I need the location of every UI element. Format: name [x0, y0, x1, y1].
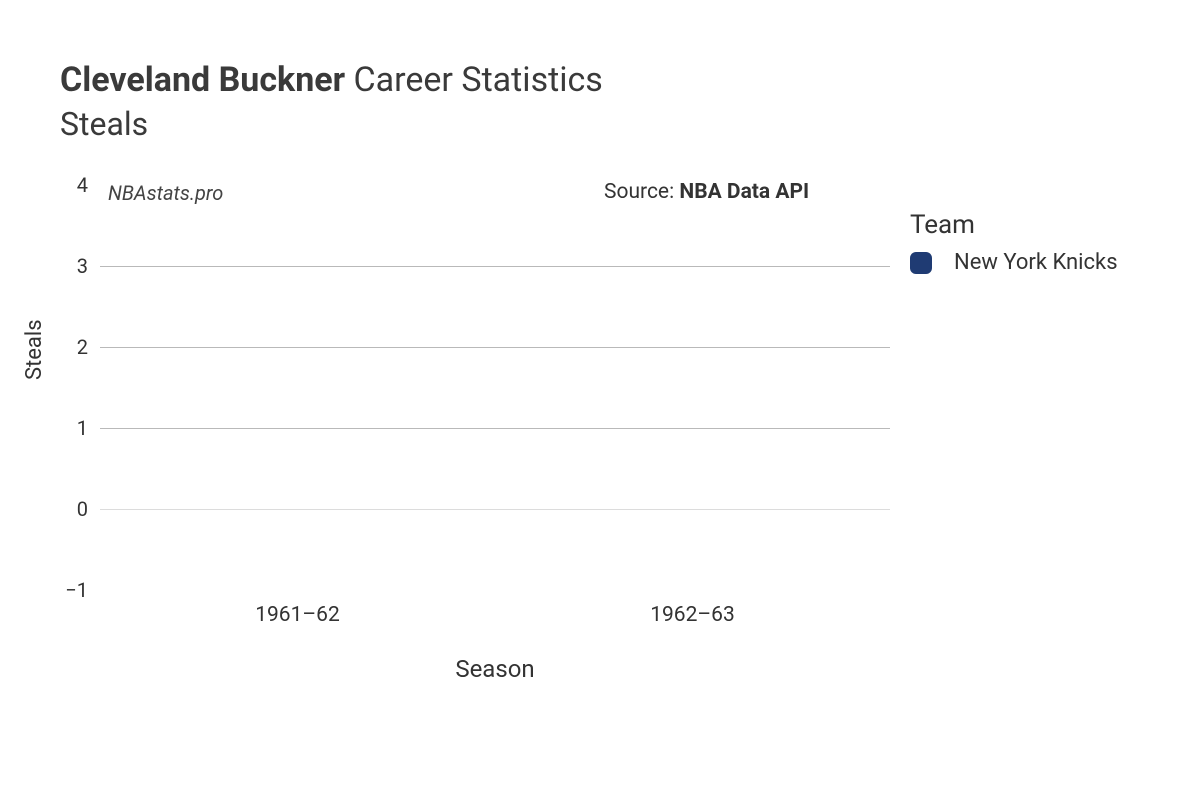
y-axis-label: Steals	[22, 319, 47, 380]
title-suffix: Career Statistics	[354, 60, 603, 100]
player-name: Cleveland Buckner	[60, 60, 345, 100]
chart-container: Cleveland Buckner Career Statistics Stea…	[0, 0, 1200, 800]
title-line-1: Cleveland Buckner Career Statistics	[60, 62, 603, 99]
x-axis-label: Season	[455, 655, 534, 683]
legend-item: New York Knicks	[910, 250, 1118, 275]
y-tick-label: 2	[77, 335, 88, 359]
gridline	[100, 266, 890, 267]
plot-area: Season −1012341961–621962–63	[100, 185, 890, 590]
title-subtitle: Steals	[60, 105, 603, 143]
x-tick-label: 1961–62	[255, 603, 340, 627]
y-tick-label: 3	[77, 254, 88, 278]
title-block: Cleveland Buckner Career Statistics Stea…	[60, 62, 603, 143]
y-tick-label: 1	[77, 416, 88, 440]
y-tick-label: 4	[77, 173, 88, 197]
y-tick-label: −1	[65, 578, 88, 602]
gridline	[100, 509, 890, 510]
legend-title: Team	[910, 210, 1118, 240]
y-tick-label: 0	[77, 497, 88, 521]
legend: Team New York Knicks	[910, 210, 1118, 275]
x-tick-label: 1962–63	[650, 603, 735, 627]
legend-label: New York Knicks	[954, 250, 1118, 275]
gridline	[100, 347, 890, 348]
gridline	[100, 428, 890, 429]
legend-swatch	[910, 252, 932, 274]
